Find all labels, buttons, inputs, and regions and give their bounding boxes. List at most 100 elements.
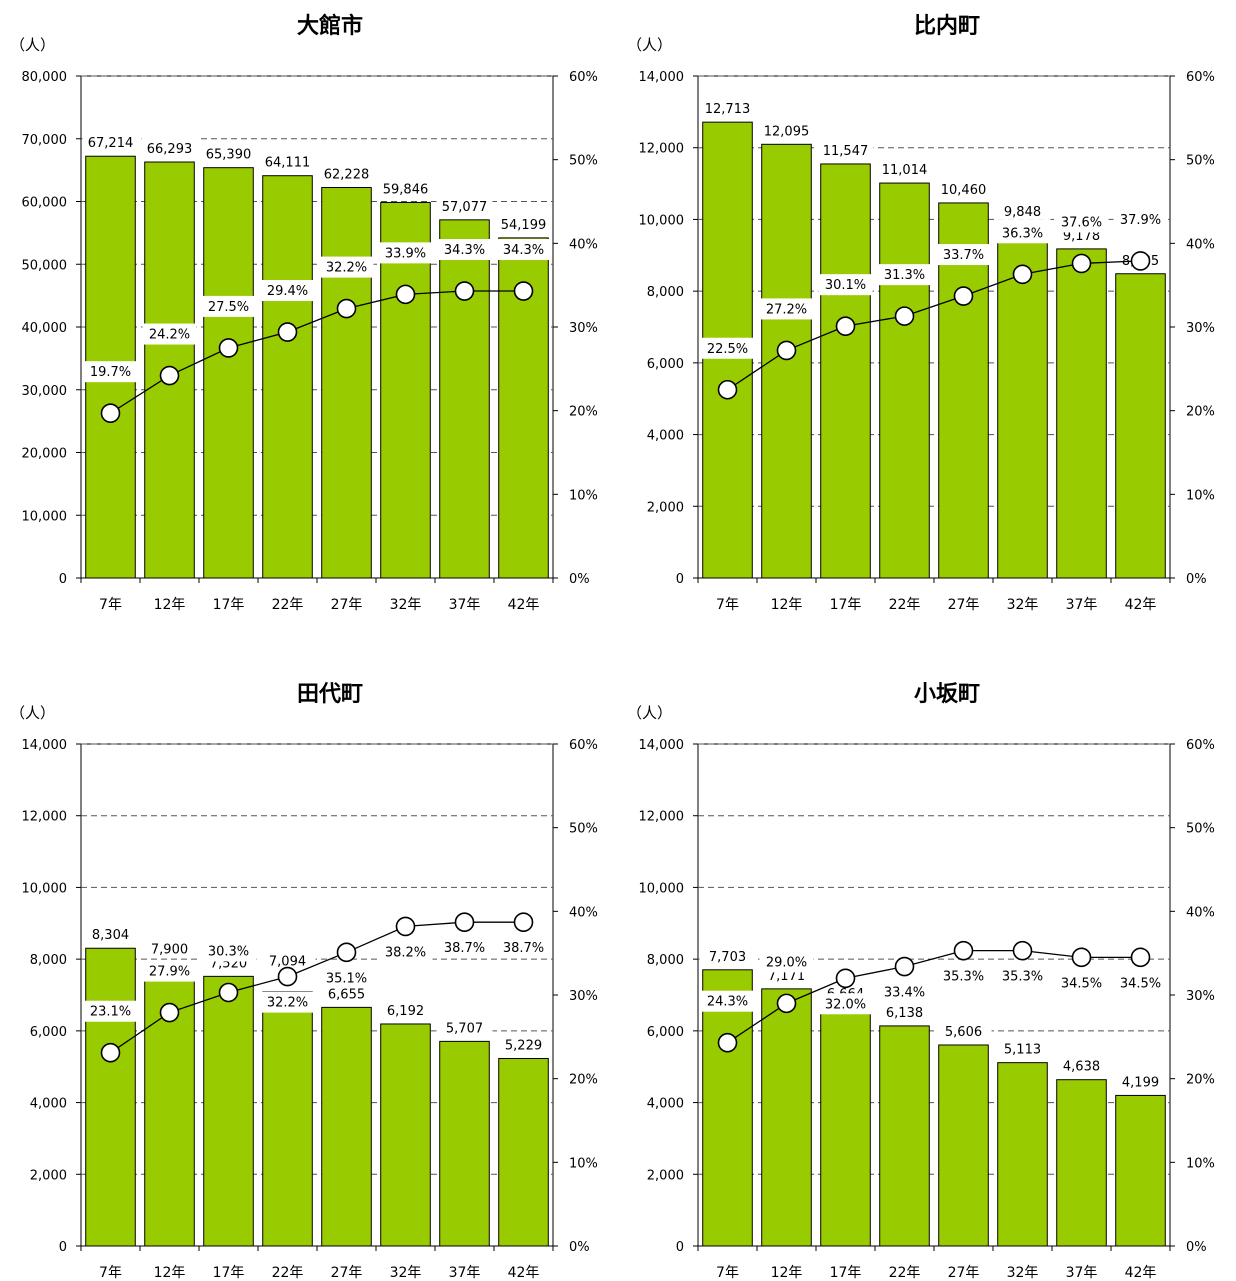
bar xyxy=(439,219,490,579)
x-category-label: 37年 xyxy=(449,597,481,613)
x-category-label: 37年 xyxy=(1066,1265,1098,1281)
line-point-label: 32.2% xyxy=(267,996,308,1011)
line-point-label: 33.7% xyxy=(943,248,984,263)
y-axis-unit-label: （人） xyxy=(627,36,672,54)
y2-tick-label: 50% xyxy=(1186,822,1215,837)
x-category-label: 22年 xyxy=(272,597,304,613)
bar xyxy=(203,167,254,579)
chart-title: 田代町 xyxy=(297,682,363,707)
bar xyxy=(1115,1094,1166,1247)
bar-value-label: 66,293 xyxy=(147,142,193,157)
line-marker xyxy=(159,365,180,386)
y2-tick-label: 30% xyxy=(569,321,598,336)
y-tick-label: 8,000 xyxy=(647,953,684,968)
pct-label-bg xyxy=(83,1000,138,1022)
x-category-label: 7年 xyxy=(716,1265,739,1281)
bar xyxy=(761,988,812,1247)
line-marker xyxy=(454,912,475,933)
x-category-label: 22年 xyxy=(889,1265,921,1281)
y2-tick-label: 60% xyxy=(569,738,598,753)
line-point-label: 35.3% xyxy=(1002,970,1043,985)
bar xyxy=(879,182,930,579)
line-point-label: 23.1% xyxy=(90,1005,131,1020)
line-marker xyxy=(1130,947,1151,968)
line-point-label: 36.3% xyxy=(1002,226,1043,241)
value-label-bg xyxy=(994,1038,1051,1058)
value-label-bg xyxy=(436,1017,493,1037)
x-category-label: 32年 xyxy=(1007,1265,1039,1281)
line-marker xyxy=(454,281,475,301)
bar xyxy=(321,187,372,579)
pct-label-bg xyxy=(700,990,755,1012)
y-tick-label: 8,000 xyxy=(647,285,684,300)
value-label-bg xyxy=(935,1020,992,1040)
y-tick-label: 0 xyxy=(59,1240,67,1255)
pct-label-bg xyxy=(936,244,991,266)
bar-value-label: 7,094 xyxy=(269,955,306,970)
ratio-line xyxy=(727,950,1141,1044)
pct-label-bg xyxy=(437,937,492,959)
chart-panel-4: 小坂町 （人） 0 2,000 4,000 6,000 8,000 10,000 12,000 1… xyxy=(627,682,1215,1281)
pct-label-bg xyxy=(496,937,551,959)
line-point-label: 34.3% xyxy=(503,243,544,258)
y-tick-label: 2,000 xyxy=(30,1168,67,1183)
y-tick-label: 2,000 xyxy=(647,500,684,515)
pct-label-bg xyxy=(201,295,256,317)
y2-tick-label: 60% xyxy=(569,70,598,85)
bar-value-label: 5,113 xyxy=(1004,1043,1041,1058)
y-tick-label: 70,000 xyxy=(22,133,68,148)
line-point-label: 38.2% xyxy=(385,945,426,960)
y2-tick-label: 40% xyxy=(569,905,598,920)
y-axis-unit-label: （人） xyxy=(10,36,55,54)
bar-value-label: 62,228 xyxy=(324,168,370,183)
bar-value-label: 5,707 xyxy=(446,1021,483,1036)
x-category-label: 27年 xyxy=(331,597,363,613)
bar xyxy=(380,201,431,579)
bar-value-label: 11,014 xyxy=(882,163,928,178)
y-tick-label: 4,000 xyxy=(647,1097,684,1112)
line-marker xyxy=(513,281,534,301)
pct-label-bg xyxy=(142,323,197,345)
y2-tick-label: 20% xyxy=(1186,1073,1215,1088)
pct-label-bg xyxy=(496,239,551,261)
line-marker xyxy=(159,1002,180,1023)
y2-tick-label: 30% xyxy=(569,989,598,1004)
value-label-bg xyxy=(495,213,552,233)
y-tick-label: 0 xyxy=(676,1240,684,1255)
x-category-label: 17年 xyxy=(213,597,245,613)
bar xyxy=(879,1025,930,1247)
pct-label-bg xyxy=(319,967,374,989)
y2-tick-label: 20% xyxy=(1186,405,1215,420)
x-category-label: 42年 xyxy=(508,1265,540,1281)
pct-label-bg xyxy=(260,280,315,302)
line-point-label: 34.5% xyxy=(1061,976,1102,991)
bar-value-label: 65,390 xyxy=(206,148,252,163)
ratio-line xyxy=(110,290,524,414)
y-tick-label: 10,000 xyxy=(639,213,685,228)
value-label-bg xyxy=(1053,1055,1110,1075)
line-point-label: 35.3% xyxy=(943,970,984,985)
pct-label-bg xyxy=(936,965,991,987)
bar xyxy=(439,1040,490,1247)
bar xyxy=(203,975,254,1247)
y-tick-label: 10,000 xyxy=(22,509,68,524)
bar xyxy=(820,1006,871,1247)
bar-value-label: 4,638 xyxy=(1063,1060,1100,1075)
x-category-label: 42年 xyxy=(1125,597,1157,613)
y-tick-label: 12,000 xyxy=(639,142,685,157)
line-point-label: 29.0% xyxy=(766,955,807,970)
line-marker xyxy=(277,966,298,987)
line-marker xyxy=(1071,947,1092,968)
value-label-bg xyxy=(436,195,493,215)
bar xyxy=(262,991,313,1247)
x-category-label: 32年 xyxy=(1007,597,1039,613)
pct-label-bg xyxy=(759,298,814,320)
bar-value-label: 6,655 xyxy=(328,987,365,1002)
x-category-label: 27年 xyxy=(948,1265,980,1281)
y-tick-label: 8,000 xyxy=(30,953,67,968)
line-point-label: 30.3% xyxy=(208,944,249,959)
y-axis-unit-label: （人） xyxy=(627,704,672,722)
x-category-label: 17年 xyxy=(213,1265,245,1281)
x-category-label: 37年 xyxy=(1066,597,1098,613)
